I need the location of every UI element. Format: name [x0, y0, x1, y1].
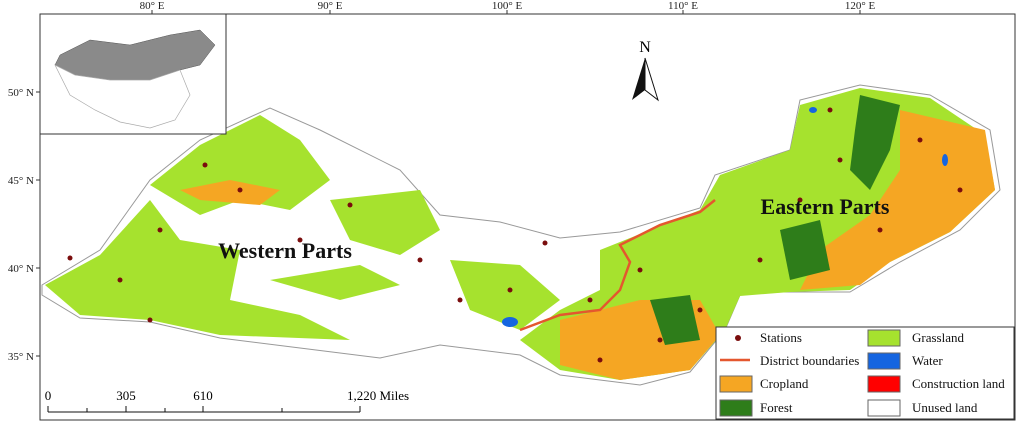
inset-china [54, 64, 191, 129]
legend-label: District boundaries [760, 353, 859, 368]
stations [67, 107, 963, 363]
legend-label: Water [912, 353, 943, 368]
district-boundary [519, 199, 716, 332]
legend: Stations District boundaries Cropland Fo… [715, 326, 1015, 420]
water-patches [502, 107, 948, 327]
forest-patches [650, 95, 900, 345]
lat-label: 40° N [8, 263, 34, 275]
legend-label: Stations [760, 330, 802, 345]
legend-label: Grassland [912, 330, 964, 345]
legend-label: Unused land [912, 400, 978, 415]
north-arrow [644, 57, 659, 102]
lat-label: 50° N [8, 87, 34, 99]
scale-label: 0 [45, 388, 52, 403]
lat-label: 45° N [8, 175, 34, 187]
lon-label: 110° E [668, 0, 698, 12]
graticule-ticks [36, 10, 861, 357]
lon-label: 100° E [492, 0, 523, 12]
north-label: N [639, 39, 651, 56]
scale-label: 305 [116, 388, 136, 403]
region-label: Eastern Parts [761, 194, 890, 219]
legend-label: Construction land [912, 376, 1005, 391]
lat-label: 35° N [8, 351, 34, 363]
lon-label: 90° E [318, 0, 343, 12]
region-label: Western Parts [218, 238, 352, 263]
legend-label: Cropland [760, 376, 809, 391]
north-arrow [632, 58, 645, 100]
scale-label: 1,220 Miles [347, 388, 409, 403]
scale-label: 610 [193, 388, 213, 403]
lon-label: 80° E [140, 0, 165, 12]
scale-bar: 0 305 610 1,220 Miles [45, 388, 409, 413]
lon-label: 120° E [845, 0, 876, 12]
legend-label: Forest [760, 400, 793, 415]
